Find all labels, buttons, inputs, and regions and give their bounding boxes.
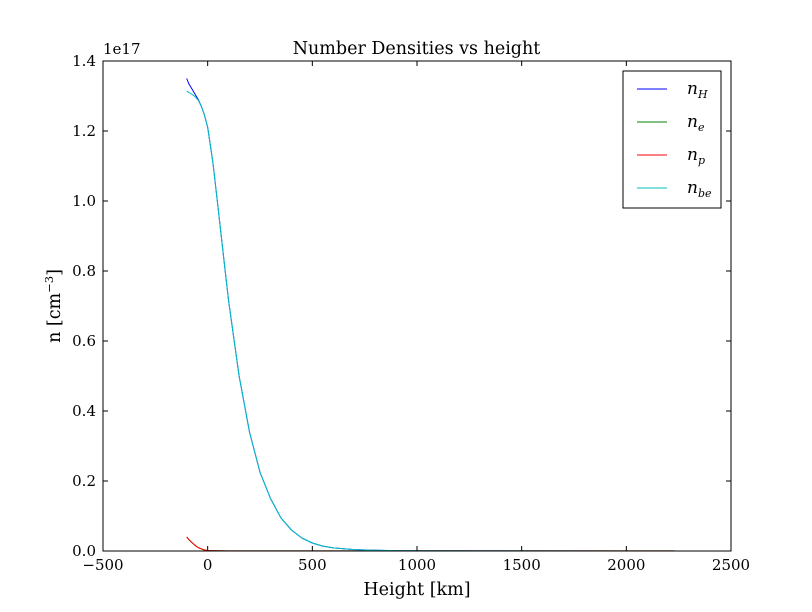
x-tick-label: 2000: [607, 556, 645, 574]
y-tick-label: 0.2: [72, 472, 96, 490]
legend-label: ne: [687, 112, 705, 134]
x-tick-label: 1500: [503, 556, 541, 574]
x-tick-label: 0: [203, 556, 213, 574]
y-axis-label-superscript: −3: [42, 276, 56, 293]
x-tick-label: 500: [298, 556, 327, 574]
legend-label-main: n: [687, 145, 698, 165]
legend-label-subscript: H: [697, 88, 708, 101]
y-tick-label: 1.2: [72, 122, 96, 140]
y-axis-label-close: ]: [45, 269, 65, 276]
y-offset-label: 1e17: [103, 40, 141, 58]
chart-title: Number Densities vs height: [293, 39, 541, 59]
legend-label: np: [687, 145, 705, 167]
legend-label-subscript: p: [698, 154, 705, 167]
y-tick-label: 0.0: [72, 542, 96, 560]
legend-label-main: n: [687, 79, 698, 99]
y-tick-label: 0.6: [72, 332, 96, 350]
legend-label: nH: [687, 79, 708, 101]
legend-label-main: n: [687, 112, 698, 132]
y-axis-label-base: n [cm: [45, 292, 65, 342]
legend-label: nbe: [687, 178, 712, 200]
series-line-n-be: [186, 90, 675, 552]
y-tick-label: 0.8: [72, 262, 96, 280]
y-axis-label: n [cm−3]: [42, 269, 65, 343]
y-tick-label: 1.0: [72, 192, 96, 210]
legend-label-main: n: [687, 178, 698, 198]
legend-frame: [622, 70, 722, 209]
x-tick-label: −500: [82, 556, 123, 574]
y-tick-label: 0.4: [72, 402, 96, 420]
x-tick-label: 1000: [398, 556, 436, 574]
y-axis-ticks: 0.0 0.2 0.4 0.6 0.8 1.0 1.2 1.4: [72, 52, 731, 560]
x-axis-ticks: −500 0 500 1000 1500 2000 2500: [82, 61, 750, 574]
x-axis-label: Height [km]: [363, 580, 470, 600]
legend-label-subscript: be: [698, 187, 712, 200]
legend-label-subscript: e: [698, 121, 705, 134]
x-tick-label: 2500: [712, 556, 750, 574]
y-tick-label: 1.4: [72, 52, 96, 70]
